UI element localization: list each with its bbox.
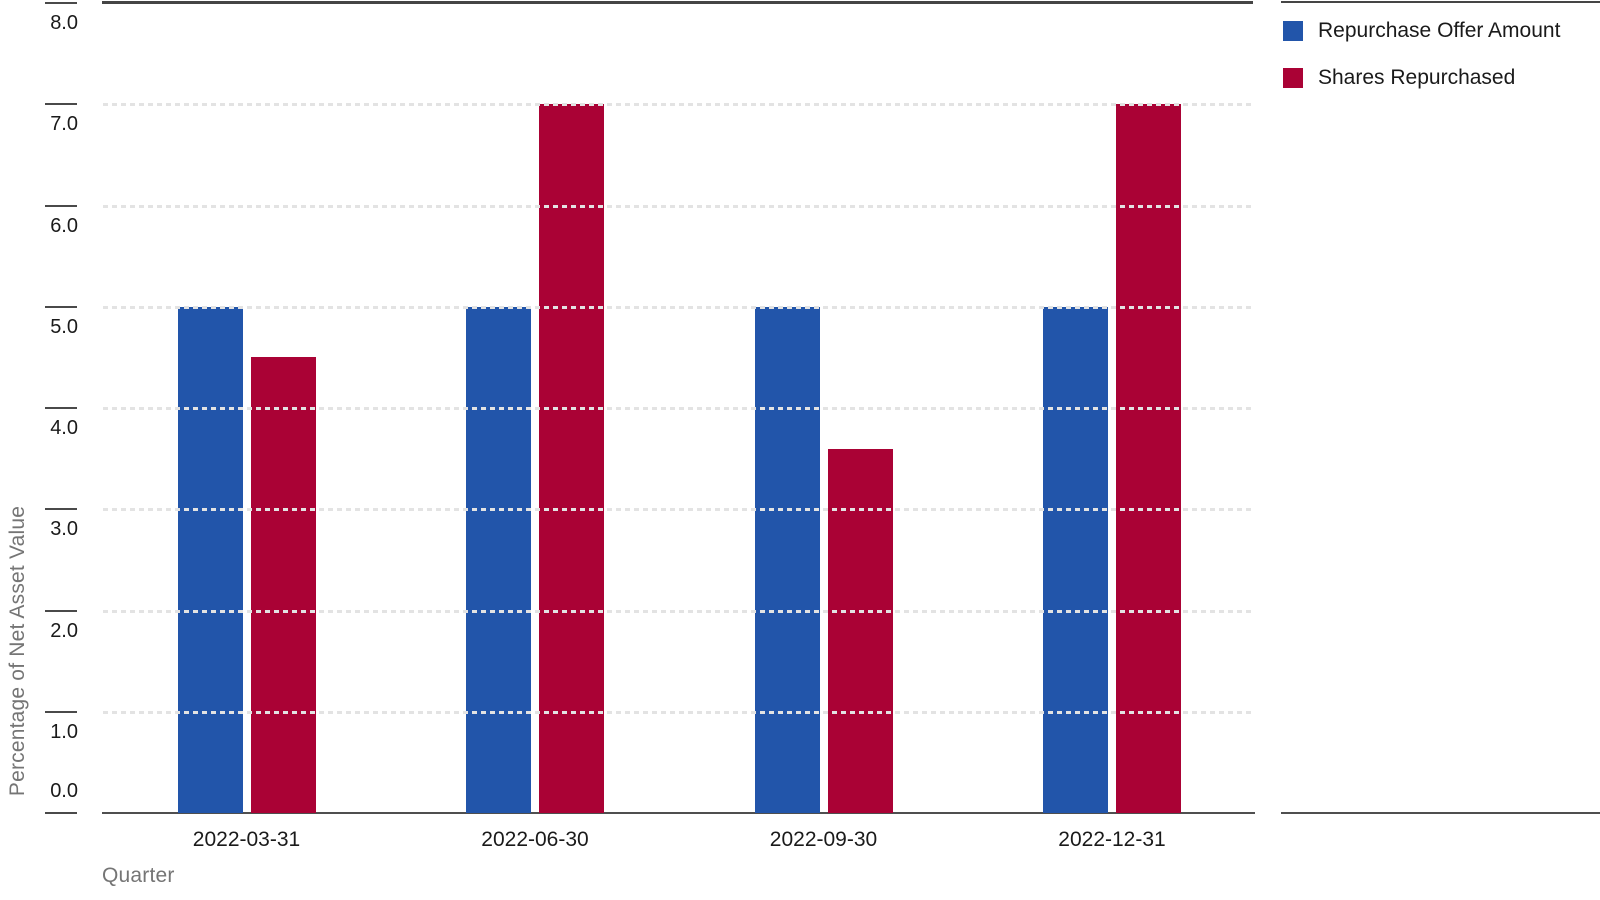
gridline-3 bbox=[103, 508, 1255, 512]
legend: Repurchase Offer Amount Shares Repurchas… bbox=[1283, 19, 1560, 113]
y-tick-label: 2.0 bbox=[50, 619, 78, 642]
x-axis-line bbox=[102, 812, 1255, 814]
y-tick bbox=[45, 812, 77, 814]
legend-item-shares-repurchased: Shares Repurchased bbox=[1283, 66, 1560, 90]
y-tick-label: 4.0 bbox=[50, 417, 78, 439]
y-tick-label: 7.0 bbox=[50, 113, 78, 136]
y-tick-label: 5.0 bbox=[50, 315, 78, 338]
x-axis-title: Quarter bbox=[102, 864, 175, 887]
legend-swatch-red bbox=[1283, 68, 1303, 88]
y-tick-label: 6.0 bbox=[50, 214, 78, 237]
legend-panel-bottom-border bbox=[1281, 812, 1600, 814]
y-tick-label: 8.0 bbox=[50, 12, 78, 34]
y-axis-title: Percentage of Net Asset Value bbox=[6, 505, 29, 797]
gridline-1 bbox=[103, 710, 1255, 714]
y-tick bbox=[45, 407, 77, 409]
x-tick-label: 2022-12-31 bbox=[1058, 828, 1166, 851]
gridline-2 bbox=[103, 609, 1255, 613]
bar-offer-2022-12-31 bbox=[1043, 306, 1108, 813]
y-tick bbox=[45, 508, 77, 511]
bar-offer-2022-06-30 bbox=[466, 306, 531, 813]
legend-label: Shares Repurchased bbox=[1318, 66, 1516, 89]
y-tick bbox=[45, 609, 77, 612]
gridline-7 bbox=[103, 103, 1255, 107]
y-tick bbox=[45, 103, 77, 106]
y-tick bbox=[45, 2, 77, 4]
y-tick bbox=[45, 710, 77, 713]
y-tick bbox=[45, 204, 77, 207]
x-tick-label: 2022-09-30 bbox=[769, 828, 878, 851]
bar-repurchased-2022-12-31 bbox=[1116, 104, 1181, 813]
legend-label: Repurchase Offer Amount bbox=[1318, 19, 1561, 42]
x-tick-label: 2022-03-31 bbox=[192, 828, 301, 851]
legend-item-repurchase-offer-amount: Repurchase Offer Amount bbox=[1283, 19, 1560, 43]
y-tick bbox=[45, 305, 77, 308]
legend-panel-top-border bbox=[1281, 1, 1600, 3]
legend-swatch-blue bbox=[1283, 21, 1303, 41]
gridline-4 bbox=[103, 407, 1255, 410]
y-tick-label: 0.0 bbox=[50, 780, 78, 802]
gridline-5 bbox=[103, 305, 1255, 309]
bar-repurchased-2022-09-30 bbox=[827, 448, 893, 813]
y-tick-label: 3.0 bbox=[50, 518, 78, 541]
plot-top-border bbox=[102, 1, 1253, 4]
gridline-6 bbox=[103, 204, 1255, 208]
bar-repurchased-2022-03-31 bbox=[250, 357, 316, 813]
bar-offer-2022-03-31 bbox=[177, 306, 243, 813]
y-tick-label: 1.0 bbox=[50, 720, 78, 743]
bar-offer-2022-09-30 bbox=[754, 306, 820, 813]
x-tick-label: 2022-06-30 bbox=[481, 828, 589, 851]
bar-repurchased-2022-06-30 bbox=[539, 104, 604, 813]
